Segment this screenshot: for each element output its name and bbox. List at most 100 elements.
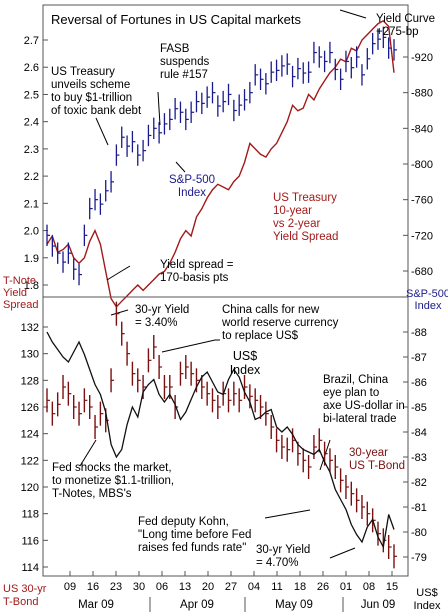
sp500-bar	[355, 46, 360, 68]
left-axis-label: T-Bond	[3, 596, 38, 608]
tbond-bar	[275, 428, 280, 453]
right-tick-label: -880	[411, 88, 433, 100]
sp500-bar	[313, 41, 317, 64]
right-tick-label: -82	[411, 477, 427, 489]
annotation-treasury: US Treasury	[51, 66, 115, 78]
annotation-30yr-high: 30-yr Yield	[135, 304, 189, 316]
sp500-bar	[377, 28, 381, 50]
tbond-bar	[217, 395, 221, 419]
tbond-bar	[211, 388, 216, 413]
annotation-pointer	[79, 439, 97, 467]
x-tick-label: 08	[363, 581, 375, 593]
annotation-30yr-low: = 4.70%	[256, 557, 299, 569]
sp500-bar	[153, 117, 157, 140]
left-tick-label: 116	[21, 535, 39, 547]
right-tick-label: -87	[411, 352, 427, 364]
annotation-pointer	[95, 117, 109, 146]
top-right-ticks: -920 -880 -840 -800 -760 -720 -680	[403, 52, 433, 278]
sp500-bar	[67, 242, 72, 264]
right-tick-label: -81	[411, 502, 427, 514]
x-tick-label: 13	[179, 581, 191, 593]
left-tick-label: 2.0	[24, 226, 39, 238]
right-tick-label: -83	[411, 452, 427, 464]
tbond-bar	[243, 375, 248, 399]
bottom-left-axis-label: US 30-yrT-Bond	[3, 583, 47, 608]
right-tick-label: -800	[411, 159, 433, 171]
right-tick-label: -85	[411, 402, 427, 414]
tbond-bar	[115, 301, 120, 326]
annotation-kohn: Fed deputy Kohn,	[138, 516, 229, 528]
x-tick-label: 09	[64, 581, 76, 593]
left-tick-label: 120	[21, 482, 39, 494]
tbond-bar	[339, 468, 344, 493]
sp500-bar	[147, 124, 152, 147]
tbond-bar	[94, 415, 99, 439]
sp500-bar	[83, 224, 88, 247]
annotation-fasb: FASB	[160, 43, 190, 55]
tbond-bar	[99, 401, 104, 426]
bottom-series	[46, 301, 397, 569]
sp500-bar	[243, 89, 248, 111]
left-tick-label: 1.9	[24, 253, 39, 265]
chart-title: Reversal of Fortunes in US Capital marke…	[51, 12, 301, 27]
annotation-china: world reserve currency	[221, 317, 339, 329]
sp500-bar	[163, 113, 168, 135]
x-tick-label: 15	[386, 581, 398, 593]
sp500-bar	[297, 57, 301, 80]
sp500-bar	[174, 98, 179, 120]
tbond-bar	[206, 381, 211, 406]
left-tick-label: 2.3	[24, 144, 39, 156]
annotation-yield-curve: +275-bp	[376, 26, 419, 38]
sp500-bar	[201, 92, 205, 115]
sp500-bar	[126, 135, 131, 157]
right-axis-label: Index	[414, 600, 441, 612]
tbond-bar	[126, 341, 131, 366]
tbond-bar	[190, 361, 195, 386]
annotation-usd-index: Index	[230, 363, 261, 377]
sp500-bar	[291, 65, 296, 88]
annotation-30yr-high: = 3.40%	[135, 317, 178, 329]
left-tick-label: 118	[21, 509, 39, 521]
tbond-bar	[89, 395, 93, 419]
tbond-bar	[377, 521, 381, 546]
annotation-pointer	[157, 91, 161, 126]
series-line-usd-index	[46, 331, 395, 550]
tbond-bar	[121, 321, 125, 346]
annotation-brazil: eye plan to	[323, 387, 379, 399]
sp500-bar	[233, 99, 237, 122]
bottom-right-axis-label: US$Index	[414, 587, 441, 612]
x-tick-label: 06	[156, 581, 168, 593]
tbond-bar	[233, 381, 237, 406]
sp500-bar	[249, 81, 253, 104]
sp500-bar	[227, 83, 232, 106]
x-tick-label: 16	[87, 581, 99, 593]
tbond-bar	[62, 375, 67, 399]
annotation-fasb: rule #157	[160, 69, 208, 81]
tbond-bar	[329, 448, 333, 473]
tbond-bar	[387, 535, 392, 559]
right-axis-label: S&P-500	[406, 288, 448, 300]
sp500-bar	[388, 37, 392, 59]
tbond-bar	[345, 475, 349, 499]
sp500-bar	[57, 242, 61, 264]
sp500-bar	[329, 41, 333, 64]
right-tick-label: -760	[411, 195, 433, 207]
tbond-bar	[286, 437, 291, 462]
tbond-bar	[302, 448, 307, 473]
bottom-panel: 132 130 128 126 124 122 120 118 116 114 -88 -87 -86…	[3, 296, 441, 612]
left-tick-label: 124	[21, 429, 39, 441]
sp500-bar	[51, 235, 56, 257]
tbond-bar	[201, 375, 205, 399]
sp500-bar	[259, 68, 264, 90]
tbond-bar	[238, 388, 243, 413]
sp500-bar	[206, 86, 211, 108]
left-tick-label: 2.7	[24, 35, 39, 47]
right-tick-label: -79	[411, 552, 427, 564]
sp500-bar	[275, 59, 280, 82]
annotation-brazil: Brazil, China	[323, 374, 389, 386]
bottom-left-ticks: 132 130 128 126 124 122 120 118 116 114	[21, 322, 48, 574]
sp500-bar	[286, 53, 291, 75]
tbond-bar	[227, 388, 232, 413]
